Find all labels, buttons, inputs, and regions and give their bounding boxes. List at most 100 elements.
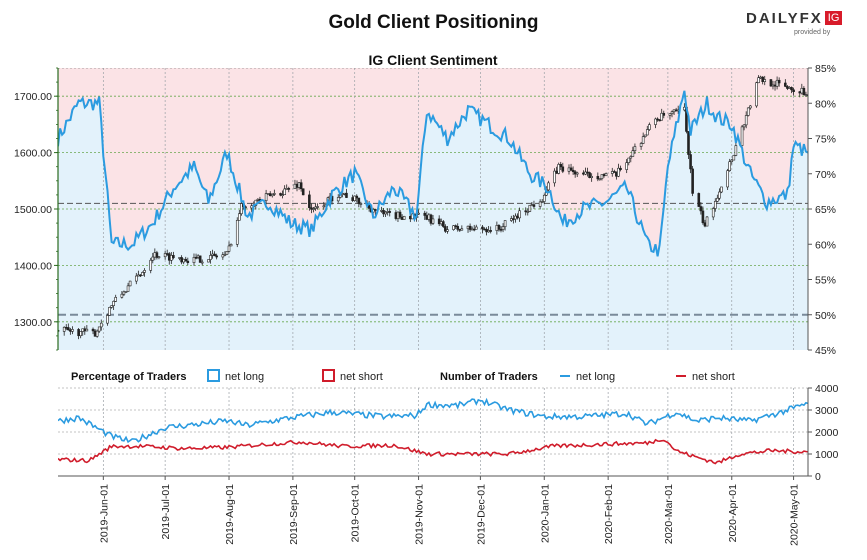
chart-subtitle: IG Client Sentiment [368,52,498,68]
provided-by-label: provided by [794,29,831,36]
price-candle [687,131,690,159]
price-candle [489,226,492,234]
price-candle [734,142,738,157]
price-candle [740,124,744,147]
price-candle [213,251,216,257]
price-candle [114,294,117,303]
price-candle [749,104,752,110]
date-tick-label: 2019-Dec-01 [475,484,487,545]
price-candle [699,202,703,215]
price-candle [62,326,66,336]
legend-pct-short: net short [340,371,383,383]
price-candle [110,305,113,309]
price-candle [656,117,659,122]
price-candle [559,161,563,171]
price-candle [732,154,736,161]
price-candle [713,198,717,212]
price-candle [726,168,729,191]
legend-pct-title: Percentage of Traders [71,371,187,383]
price-candle [186,257,190,266]
price-candle [124,291,128,293]
price-candle [157,256,161,260]
count-tick-label: 0 [815,471,821,483]
price-candle [629,155,633,163]
price-candle [588,171,591,179]
price-candle [442,220,445,228]
net-short-count-line [58,438,808,465]
price-candle [569,163,573,171]
price-candle [790,86,793,94]
price-candle [106,313,109,326]
price-candle [660,108,664,121]
price-candle [322,201,326,210]
dailyfx-logo: DAILYFX IG provided by [746,10,843,36]
price-candle [619,165,622,172]
price-candle [353,195,357,202]
price-candle [223,251,227,257]
price-candle [221,252,225,260]
price-candle [705,215,709,227]
price-candle [71,326,74,335]
price-candle [631,146,635,157]
percent-axis-ticks: 45% 50% 55% 60% 65% 70% 75% 80% 85% [808,63,836,357]
price-candle [792,87,795,96]
price-candle [769,79,773,87]
price-candle [648,122,651,131]
legend-net-short-box [322,369,335,382]
pct-tick-label: 75% [815,134,836,146]
price-candle [336,194,340,203]
price-candle [446,226,449,234]
price-candle [184,256,188,262]
price-candle [308,190,311,211]
price-candle [215,253,218,260]
price-candle [91,327,95,335]
gold-price-candles [58,75,808,340]
price-candle [227,241,231,253]
price-candle [266,193,270,195]
date-tick-label: 2019-Sep-01 [288,484,300,545]
price-candle [518,207,521,222]
net-long-percentage-line [58,90,808,257]
pct-tick-label: 50% [815,310,836,322]
price-candle [481,224,484,234]
price-tick-label: 1700.00 [14,91,52,103]
price-candle [662,110,666,119]
price-candle [283,185,286,196]
price-candle [209,251,212,264]
price-candle [155,250,159,260]
price-candle [444,224,447,233]
price-tick-label: 1600.00 [14,148,52,160]
price-candle [151,252,155,264]
price-candle [67,323,70,331]
price-candle [503,220,507,231]
price-candle [497,224,501,232]
date-tick-label: 2020-Apr-01 [727,484,739,543]
price-candle [575,171,579,178]
price-candle [270,193,274,198]
price-candle [639,141,643,150]
price-axis-ticks: 1300.00 1400.00 1500.00 1600.00 1700.00 [14,67,58,351]
price-candle [697,192,701,208]
price-candle [501,223,505,233]
price-candle [600,174,604,181]
price-candle [643,134,647,138]
date-tick-label: 2020-Feb-01 [603,484,615,544]
price-candle [122,290,126,296]
price-candle [141,271,144,276]
count-tick-label: 3000 [815,405,839,417]
pct-tick-label: 65% [815,204,836,216]
price-candle [398,209,402,220]
date-tick-label: 2019-Nov-01 [414,484,426,545]
price-candle [633,143,637,154]
price-candle [670,110,674,118]
price-candle [538,199,542,210]
price-candle [316,203,319,210]
price-sentiment-panel: 1300.00 1400.00 1500.00 1600.00 1700.00 45% 5… [14,63,836,357]
price-candle [192,253,196,266]
price-candle [757,75,760,84]
price-candle [235,217,239,248]
price-candle [730,158,734,165]
price-candle [345,188,348,199]
date-axis-ticks: 2019-Jun-01 2019-Jul-01 2019-Aug-01 2019-Se… [98,476,801,546]
